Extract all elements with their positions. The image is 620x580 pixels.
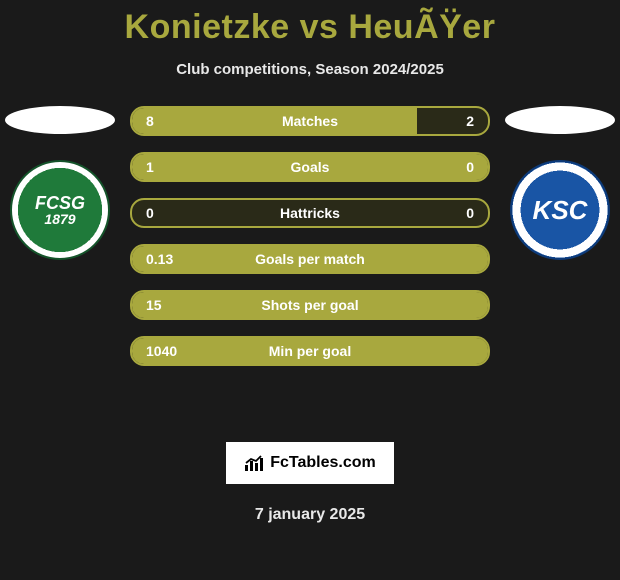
club-badge-fcsg: FCSG 1879 [10, 160, 110, 260]
stat-label: Min per goal [132, 343, 488, 359]
stat-row: 8Matches2 [130, 106, 490, 136]
stat-row: 0.13Goals per match [130, 244, 490, 274]
right-player-column: KSC [500, 106, 620, 260]
brand-badge[interactable]: FcTables.com [226, 442, 394, 484]
stat-value-right: 2 [466, 113, 474, 129]
chart-icon [244, 455, 264, 471]
comparison-area: FCSG 1879 KSC 8Matches21Goals00Hattricks… [0, 106, 620, 426]
header: Konietzke vs HeuÃŸer Club competitions, … [0, 0, 620, 78]
player-thumb-left [5, 106, 115, 134]
stat-label: Shots per goal [132, 297, 488, 313]
stats-list: 8Matches21Goals00Hattricks00.13Goals per… [130, 106, 490, 366]
date-text: 7 january 2025 [0, 506, 620, 524]
club-code-left: FCSG [35, 193, 85, 213]
stat-value-right: 0 [466, 159, 474, 175]
club-badge-ksc: KSC [510, 160, 610, 260]
club-code-right: KSC [533, 195, 588, 226]
stat-label: Goals [132, 159, 488, 175]
stat-row: 1040Min per goal [130, 336, 490, 366]
player-thumb-right [505, 106, 615, 134]
club-year-left: 1879 [35, 212, 85, 226]
stat-label: Goals per match [132, 251, 488, 267]
left-player-column: FCSG 1879 [0, 106, 120, 260]
stat-label: Hattricks [132, 205, 488, 221]
page-subtitle: Club competitions, Season 2024/2025 [0, 61, 620, 78]
stat-label: Matches [132, 113, 488, 129]
stat-row: 15Shots per goal [130, 290, 490, 320]
stat-row: 0Hattricks0 [130, 198, 490, 228]
brand-text: FcTables.com [270, 454, 376, 472]
page-title: Konietzke vs HeuÃŸer [0, 8, 620, 47]
stat-row: 1Goals0 [130, 152, 490, 182]
stat-value-right: 0 [466, 205, 474, 221]
brand-badge-row: FcTables.com [0, 442, 620, 484]
